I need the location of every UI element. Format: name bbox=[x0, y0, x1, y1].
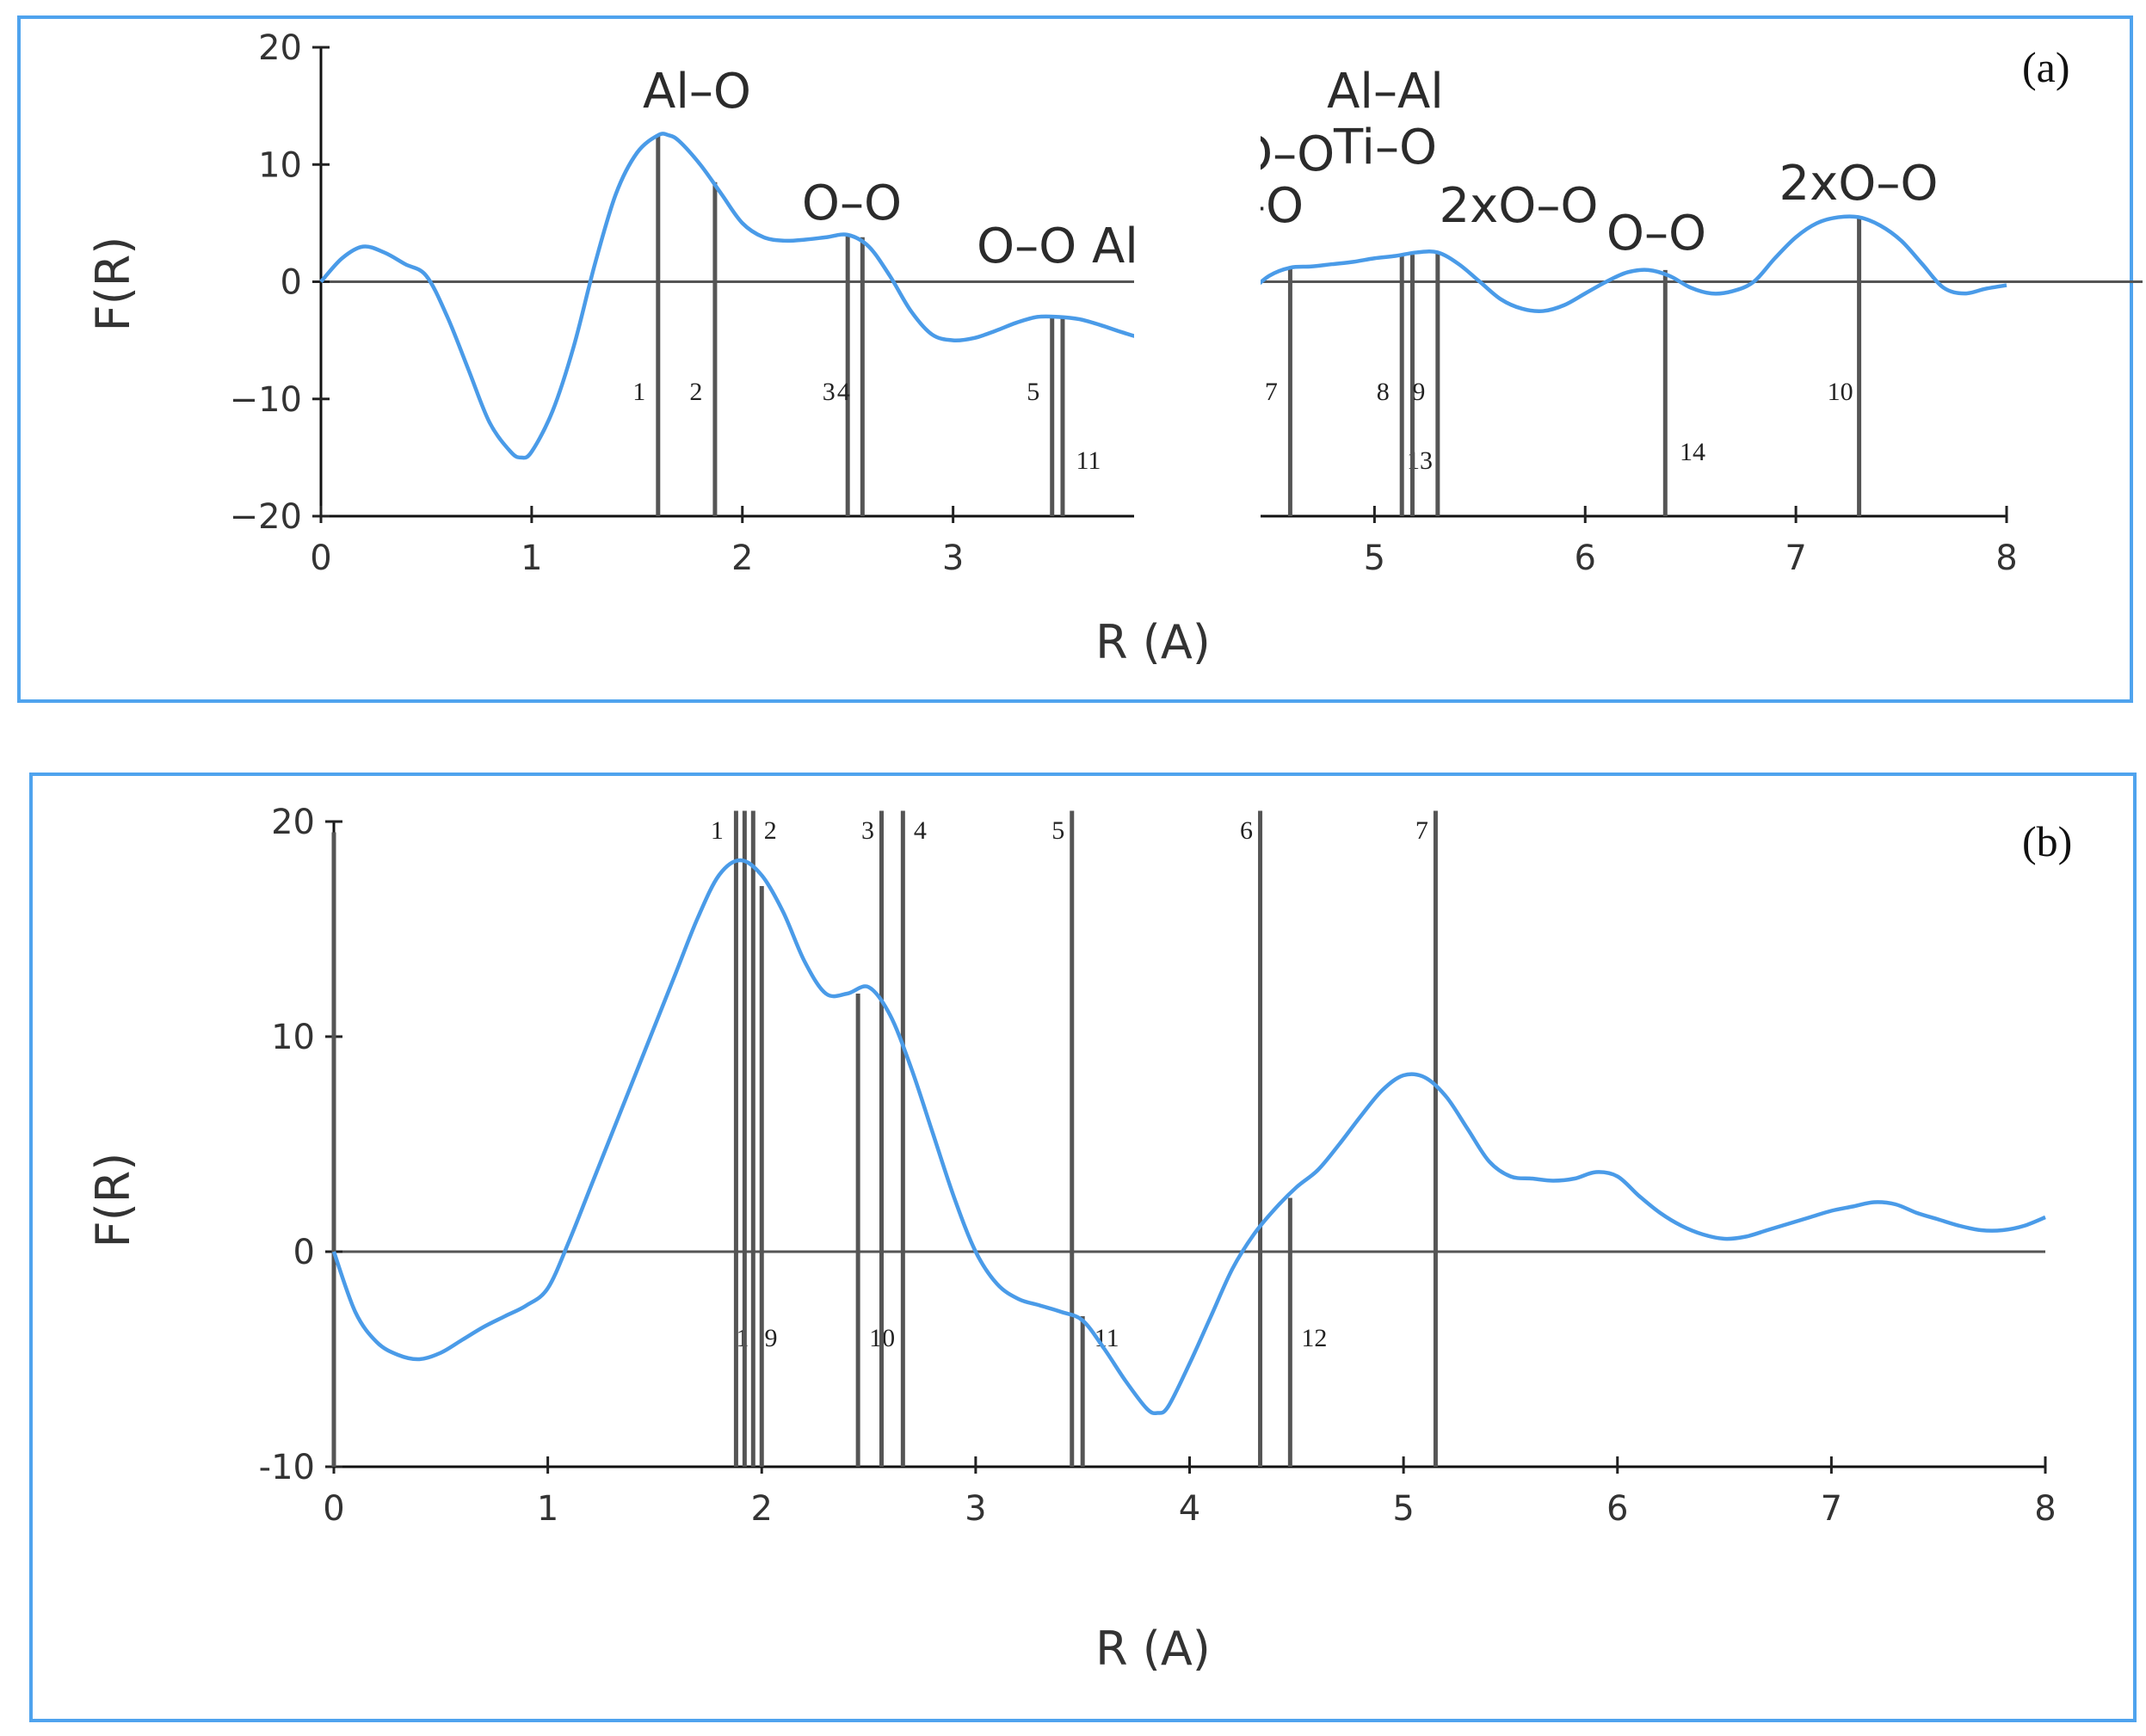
annotation-al-al: Al–Al bbox=[1327, 64, 1444, 120]
marker-label: 8 bbox=[1377, 378, 1390, 406]
y-tick-label: 10 bbox=[258, 145, 302, 185]
marker-label: 5 bbox=[1051, 816, 1064, 845]
marker-label-14-a: 14 bbox=[1680, 438, 1705, 466]
x-tick-label: 1 bbox=[537, 1489, 558, 1529]
x-tick-label: 6 bbox=[1606, 1489, 1628, 1529]
panel-a-y-axis-label: F(R) bbox=[86, 237, 140, 332]
y-tick-label: 20 bbox=[271, 803, 315, 842]
marker-label: 6 bbox=[1240, 816, 1253, 845]
x-tick-label: 0 bbox=[323, 1489, 344, 1529]
annotation-2xo-o-2: 2xO–O bbox=[1779, 156, 1939, 212]
annotation-o-o-1: O–O bbox=[802, 175, 902, 231]
annotation-2xo-o-1: 2xO–O bbox=[1440, 178, 1599, 234]
marker-label-9-b: 9 bbox=[765, 1324, 778, 1352]
x-tick-label: 8 bbox=[1995, 539, 2017, 578]
x-tick-label: 3 bbox=[965, 1489, 986, 1529]
x-tick-label: 3 bbox=[942, 539, 964, 578]
x-tick-label: 5 bbox=[1364, 539, 1385, 578]
marker-label: 2 bbox=[689, 378, 702, 406]
marker-label: 9 bbox=[1412, 378, 1425, 406]
x-tick-label: 7 bbox=[1785, 539, 1806, 578]
marker-label: 2 bbox=[764, 816, 777, 845]
panel-b-label: (b) bbox=[2022, 817, 2072, 865]
marker-label: 3 bbox=[823, 378, 836, 406]
panel-a-x-axis-label: R (A) bbox=[1095, 615, 1211, 669]
annotation-o-o-al: O–O Al bbox=[977, 219, 1138, 274]
y-tick-label: 20 bbox=[258, 28, 302, 68]
annotation-o-o-3: O–O bbox=[1606, 206, 1706, 262]
x-tick-label: 2 bbox=[731, 539, 753, 578]
marker-label: 7 bbox=[1265, 378, 1278, 406]
y-tick-label: 0 bbox=[281, 263, 302, 303]
x-tick-label: 5 bbox=[1392, 1489, 1414, 1529]
y-tick-label: −20 bbox=[230, 497, 302, 537]
panel-b-frame bbox=[29, 773, 2137, 1722]
marker-label: 3 bbox=[861, 816, 874, 845]
x-tick-label: 1 bbox=[521, 539, 542, 578]
marker-label: 1 bbox=[632, 378, 645, 406]
data-series-line bbox=[331, 858, 2046, 1416]
x-tick-label: 2 bbox=[751, 1489, 773, 1529]
x-tick-label: 0 bbox=[310, 539, 331, 578]
marker-label: 4 bbox=[914, 816, 927, 845]
panel-b-x-axis-label: R (A) bbox=[1095, 1622, 1211, 1676]
annotation-ti-o-2: Ti–O bbox=[1333, 120, 1437, 175]
y-tick-label: 10 bbox=[271, 1018, 315, 1057]
panel-a-frame bbox=[17, 15, 2133, 703]
y-tick-label: 0 bbox=[293, 1233, 315, 1272]
y-tick-label: −10 bbox=[230, 380, 302, 420]
marker-label: 10 bbox=[1828, 378, 1853, 406]
x-tick-label: 6 bbox=[1575, 539, 1596, 578]
panel-a-label: (a) bbox=[2022, 43, 2070, 91]
marker-label-11-a: 11 bbox=[1076, 446, 1101, 475]
marker-label: 1 bbox=[711, 816, 724, 845]
x-tick-label: 8 bbox=[2034, 1489, 2056, 1529]
x-tick-label: 7 bbox=[1821, 1489, 1842, 1529]
x-tick-label: 4 bbox=[1179, 1489, 1200, 1529]
marker-label: 4 bbox=[837, 378, 850, 406]
marker-label: 5 bbox=[1027, 378, 1039, 406]
y-tick-label: -10 bbox=[259, 1448, 315, 1487]
panel-b-y-axis-label: F(R) bbox=[86, 1153, 140, 1248]
axis-break-gap bbox=[1134, 30, 1261, 585]
marker-label: 7 bbox=[1415, 816, 1428, 845]
marker-label: 12 bbox=[1301, 1324, 1327, 1352]
annotation-al-o: Al–O bbox=[643, 64, 751, 120]
